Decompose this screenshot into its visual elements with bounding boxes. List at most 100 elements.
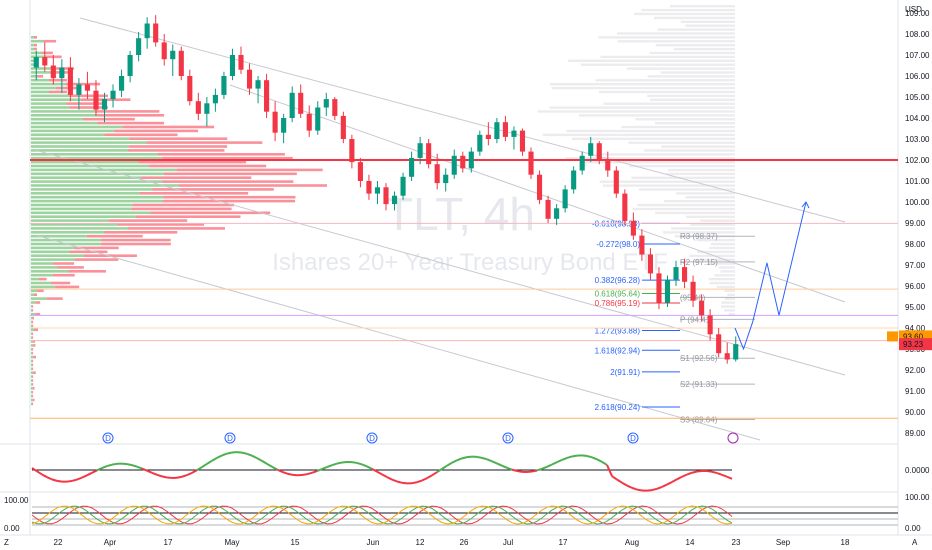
volume-profile-bar-down <box>32 336 34 339</box>
currency-label[interactable]: USD <box>905 5 922 14</box>
candle-body <box>664 279 671 303</box>
fib-level-label: 0.618(95.64) <box>595 290 641 299</box>
volume-profile-bar-down <box>109 219 188 222</box>
candle-body <box>195 101 201 114</box>
rsi-segment <box>631 486 638 491</box>
rsi-segment <box>566 455 573 459</box>
rsi-segment <box>326 464 333 468</box>
volume-profile-bar-up <box>31 379 33 382</box>
volume-profile-bar-down <box>163 172 297 176</box>
rsi-segment <box>691 470 698 474</box>
volume-profile-bar-down <box>52 262 75 265</box>
stochastic-pane: 0.00 <box>31 505 921 533</box>
volume-profile-bar-down <box>129 145 228 148</box>
candle-body <box>110 90 116 100</box>
volume-profile-bar-down <box>69 250 108 254</box>
candle-body <box>246 69 253 89</box>
projection-path[interactable] <box>734 201 810 351</box>
volume-profile-bar-right <box>690 223 735 226</box>
rsi-segment <box>76 476 83 481</box>
rsi-segment <box>196 466 203 471</box>
rsi-segment <box>671 478 678 483</box>
price-tick-label: 106.00 <box>905 72 930 81</box>
rsi-segment <box>286 472 293 476</box>
rsi-segment <box>486 458 493 463</box>
rsi-segment <box>376 470 383 476</box>
price-tick-label: 92.00 <box>905 366 926 375</box>
rsi-segment <box>356 461 363 466</box>
volume-profile-bar-right <box>709 281 735 285</box>
candle-body <box>229 55 236 76</box>
price-tick-label: 100.00 <box>905 198 930 207</box>
rsi-segment <box>256 457 263 462</box>
volume-profile-bar-down <box>163 195 296 199</box>
volume-profile-bar-up <box>31 312 36 316</box>
rsi-segment <box>721 473 728 478</box>
candle-body <box>391 195 398 205</box>
volume-profile-bar-up <box>31 309 33 312</box>
rsi-segment <box>86 471 93 477</box>
volume-profile-bar-up <box>31 297 47 300</box>
volume-profile-bar-down <box>57 266 84 269</box>
rsi-segment <box>311 470 318 474</box>
projection-arrowhead[interactable] <box>801 201 810 209</box>
rsi-segment <box>621 481 628 487</box>
rsi-segment <box>586 455 593 459</box>
projection-line[interactable] <box>734 201 807 351</box>
volume-profile-bar-right <box>617 40 735 43</box>
volume-profile-bar-up <box>31 141 147 144</box>
volume-profile-bar-down <box>32 309 34 312</box>
volume-profile-bar-up <box>31 383 33 386</box>
volume-profile-bar-up <box>31 98 81 101</box>
rsi-segment <box>511 468 518 472</box>
candle-body <box>187 76 193 102</box>
volume-profile-bar-right <box>664 200 735 203</box>
rsi-segment <box>481 456 488 461</box>
volume-profile-bar-right <box>689 254 735 257</box>
volume-profile-bar-right <box>671 227 735 230</box>
volume-profile-bar-right <box>549 106 735 109</box>
volume-profile-bar-right <box>641 8 735 12</box>
volume-profile-bar-up <box>31 266 58 269</box>
volume-profile-bar-down <box>55 285 80 289</box>
volume-profile-bar-down <box>176 168 323 172</box>
volume-profile-bar-right <box>660 71 735 74</box>
candle-body <box>153 23 159 43</box>
rsi-segment <box>551 461 558 466</box>
rsi-segment <box>241 451 248 455</box>
price-tick-label: 101.00 <box>905 177 930 186</box>
volume-profile-bar-down <box>152 188 274 191</box>
time-axis[interactable]: 22 Apr 17 May 15 Jun 12 26 Jul 17 Aug 14 23 Sep 18 <box>54 538 850 547</box>
candle-body <box>622 193 628 221</box>
volume-profile-bar-right <box>714 274 735 277</box>
volume-profile-bar-right <box>626 67 735 70</box>
volume-profile-bar-right <box>600 55 735 59</box>
volume-profile-bar-down <box>97 114 165 117</box>
candle-body <box>306 113 312 131</box>
volume-profile-bar-up <box>31 203 133 207</box>
scale-mode-button[interactable]: Z <box>4 538 9 547</box>
volume-profile-bar-right <box>655 122 735 125</box>
rsi-segment <box>461 456 468 460</box>
volume-profile-bar-right <box>720 270 735 273</box>
rsi-segment <box>601 461 608 466</box>
volume-profile-bar-right <box>549 83 735 86</box>
rsi-segment <box>81 474 88 479</box>
rsi-segment <box>381 473 388 479</box>
dividend-marker <box>224 432 236 444</box>
volume-profile-bar-right <box>631 176 735 179</box>
volume-profile-bar-up <box>31 227 128 230</box>
volume-profile-bar-right <box>596 153 735 156</box>
volume-profile-bar-up <box>31 215 136 218</box>
time-tick-label: 17 <box>164 538 173 547</box>
dividend-marker-letter: D <box>630 434 636 443</box>
volume-profile-bar-up <box>31 133 105 137</box>
rsi-segment <box>571 454 578 458</box>
volume-profile-bar-up <box>31 363 33 367</box>
auto-scale-button[interactable]: A <box>912 538 918 547</box>
volume-profile-bar-right <box>661 145 735 148</box>
volume-profile-bar-down <box>131 207 232 211</box>
volume-profile-bar-up <box>31 121 98 125</box>
